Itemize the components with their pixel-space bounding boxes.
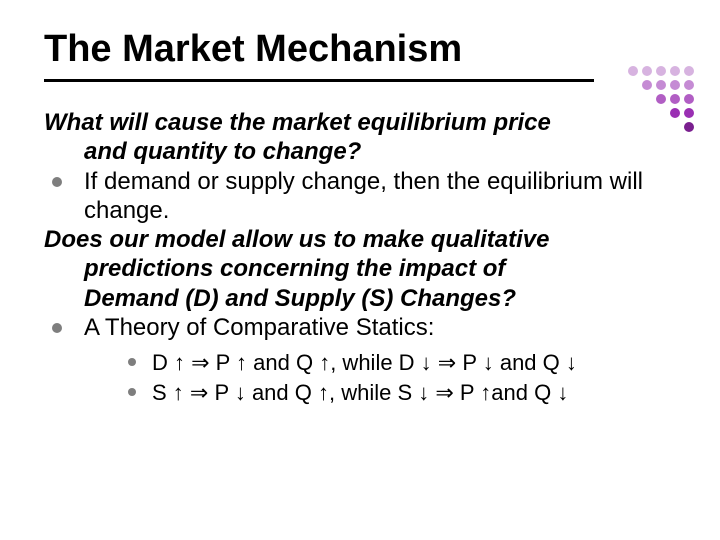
question-2-line2: predictions concerning the impact of <box>44 254 676 283</box>
deco-dot <box>684 66 694 76</box>
title-block: The Market Mechanism <box>44 28 676 82</box>
deco-dot <box>684 122 694 132</box>
title-underline <box>44 79 594 82</box>
bullet-list-2: A Theory of Comparative Statics: D ↑ ⇒ P… <box>44 313 676 408</box>
bullet-item: If demand or supply change, then the equ… <box>44 167 676 226</box>
deco-dot <box>684 94 694 104</box>
deco-dot <box>684 108 694 118</box>
sub-bullet-list: D ↑ ⇒ P ↑ and Q ↑, while D ↓ ⇒ P ↓ and Q… <box>84 348 676 407</box>
question-2: Does our model allow us to make qualitat… <box>44 225 676 313</box>
slide-title: The Market Mechanism <box>44 28 676 71</box>
sub-bullet-item: D ↑ ⇒ P ↑ and Q ↑, while D ↓ ⇒ P ↓ and Q… <box>124 348 676 378</box>
sub-bullet-item: S ↑ ⇒ P ↓ and Q ↑, while S ↓ ⇒ P ↑and Q … <box>124 378 676 408</box>
bullet-list-1: If demand or supply change, then the equ… <box>44 167 676 226</box>
deco-dot <box>656 94 666 104</box>
bullet-text: A Theory of Comparative Statics: <box>84 314 434 341</box>
question-1-line1: What will cause the market equilibrium p… <box>44 109 551 136</box>
slide: The Market Mechanism What will cause the… <box>0 0 720 540</box>
question-1-line2: and quantity to change? <box>44 137 676 166</box>
slide-body: What will cause the market equilibrium p… <box>44 108 676 408</box>
sub-bullet-text: S ↑ ⇒ P ↓ and Q ↑, while S ↓ ⇒ P ↑and Q … <box>152 380 568 405</box>
question-2-line1: Does our model allow us to make qualitat… <box>44 226 549 253</box>
sub-bullet-text: D ↑ ⇒ P ↑ and Q ↑, while D ↓ ⇒ P ↓ and Q… <box>152 350 577 375</box>
bullet-text: If demand or supply change, then the equ… <box>84 168 643 224</box>
bullet-item: A Theory of Comparative Statics: D ↑ ⇒ P… <box>44 313 676 408</box>
deco-dot <box>670 94 680 104</box>
question-2-line3: Demand (D) and Supply (S) Changes? <box>44 284 676 313</box>
deco-dot <box>670 108 680 118</box>
deco-dot <box>684 80 694 90</box>
